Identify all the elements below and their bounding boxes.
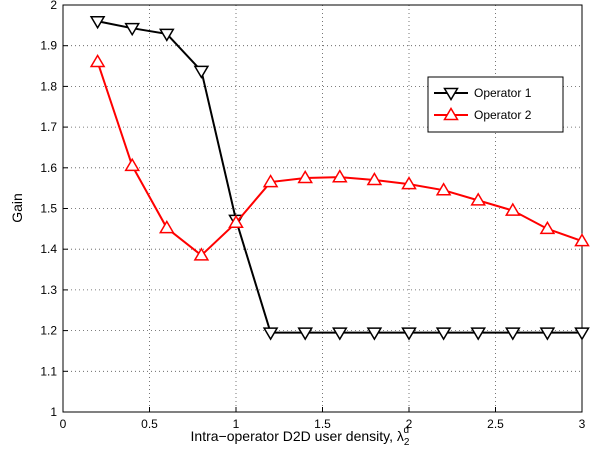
marker: [401, 176, 417, 190]
x-tick-label: 0.5: [141, 417, 158, 431]
y-tick-label: 1.6: [40, 161, 57, 175]
y-tick-label: 1.9: [40, 39, 57, 53]
x-label-sub: 2: [404, 437, 410, 448]
marker: [366, 172, 383, 186]
legend-label: Operator 2: [474, 108, 532, 122]
y-tick-label: 1.3: [40, 283, 57, 297]
x-tick-label: 3: [579, 417, 586, 431]
y-tick-label: 1.8: [40, 79, 57, 93]
x-tick-label: 1: [233, 417, 240, 431]
marker: [89, 54, 106, 68]
legend-box: [427, 76, 564, 133]
x-tick-label: 1.5: [314, 417, 331, 431]
y-tick-label: 1: [50, 405, 57, 419]
marker: [401, 327, 417, 341]
legend-label: Operator 1: [474, 86, 532, 100]
marker: [89, 15, 106, 30]
marker: [331, 327, 348, 341]
marker: [193, 247, 210, 261]
marker: [124, 157, 141, 172]
marker: [504, 327, 521, 341]
y-tick-label: 1.7: [40, 120, 57, 134]
marker: [470, 327, 487, 341]
marker: [539, 220, 556, 235]
legend-marker: [443, 87, 459, 101]
marker: [262, 327, 279, 341]
marker: [331, 169, 348, 183]
x-label-main: Intra−operator D2D user density, λ: [191, 428, 404, 444]
x-tick-label: 0: [60, 417, 67, 431]
marker: [124, 22, 141, 37]
marker: [158, 28, 175, 42]
marker: [504, 202, 521, 216]
marker: [262, 174, 279, 188]
marker: [435, 182, 452, 196]
x-axis-label: Intra−operator D2D user density, λ2d: [191, 425, 410, 448]
marker: [574, 233, 590, 247]
marker: [193, 65, 210, 79]
plot-frame: [62, 4, 583, 413]
marker: [539, 327, 556, 341]
marker: [297, 327, 314, 341]
y-tick-label: 2: [50, 0, 57, 12]
legend: Operator 1 Operator 2: [427, 76, 564, 133]
y-tick-label: 1.1: [40, 364, 57, 378]
x-label-sup: d: [403, 425, 409, 436]
marker: [297, 169, 314, 184]
x-tick-label: 2.5: [487, 417, 504, 431]
y-axis-label: Gain: [9, 193, 25, 223]
marker: [228, 214, 244, 229]
y-tick-label: 1.5: [40, 202, 57, 216]
marker: [366, 327, 383, 341]
marker: [435, 327, 452, 341]
legend-marker: [443, 107, 459, 121]
marker: [158, 220, 175, 234]
marker: [574, 327, 590, 341]
marker: [470, 192, 487, 206]
y-tick-label: 1.2: [40, 324, 57, 338]
y-tick-label: 1.4: [40, 242, 57, 256]
x-tick-label: 2: [406, 417, 413, 431]
